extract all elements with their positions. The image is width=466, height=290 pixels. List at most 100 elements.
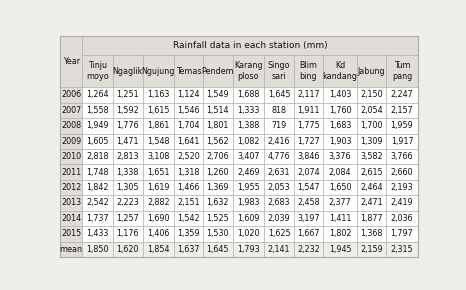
Text: 1,609: 1,609 bbox=[237, 214, 260, 223]
Bar bbox=[82, 242, 113, 257]
Text: 2,660: 2,660 bbox=[391, 168, 413, 177]
Bar bbox=[113, 118, 143, 134]
Bar bbox=[143, 87, 174, 103]
Bar bbox=[203, 211, 233, 226]
Bar bbox=[203, 55, 233, 87]
Bar bbox=[113, 149, 143, 164]
Bar bbox=[386, 55, 418, 87]
Bar bbox=[113, 103, 143, 118]
Bar bbox=[323, 242, 357, 257]
Text: 1,645: 1,645 bbox=[268, 90, 290, 99]
Text: 1,651: 1,651 bbox=[147, 168, 170, 177]
Bar bbox=[323, 180, 357, 195]
Text: 3,376: 3,376 bbox=[329, 152, 351, 161]
Text: Pendem: Pendem bbox=[201, 67, 234, 76]
Text: 818: 818 bbox=[272, 106, 287, 115]
Bar bbox=[386, 87, 418, 103]
Bar bbox=[323, 195, 357, 211]
Bar bbox=[60, 118, 82, 134]
Text: 2,458: 2,458 bbox=[297, 198, 320, 207]
Bar bbox=[174, 103, 203, 118]
Text: 1,641: 1,641 bbox=[178, 137, 200, 146]
Bar bbox=[113, 164, 143, 180]
Bar bbox=[82, 103, 113, 118]
Bar bbox=[203, 226, 233, 242]
Bar bbox=[233, 226, 264, 242]
Text: 1,082: 1,082 bbox=[237, 137, 260, 146]
Text: 1,176: 1,176 bbox=[116, 229, 139, 238]
Bar bbox=[294, 180, 323, 195]
Text: 719: 719 bbox=[271, 121, 287, 130]
Bar bbox=[174, 195, 203, 211]
Bar bbox=[60, 211, 82, 226]
Bar bbox=[294, 118, 323, 134]
Bar bbox=[174, 211, 203, 226]
Text: 2,232: 2,232 bbox=[297, 245, 320, 254]
Text: 1,854: 1,854 bbox=[147, 245, 170, 254]
Bar bbox=[323, 226, 357, 242]
Text: 2,157: 2,157 bbox=[391, 106, 413, 115]
Bar bbox=[233, 164, 264, 180]
Bar bbox=[82, 180, 113, 195]
Text: 2,074: 2,074 bbox=[297, 168, 320, 177]
Bar bbox=[113, 55, 143, 87]
Text: 1,605: 1,605 bbox=[86, 137, 109, 146]
Bar bbox=[60, 103, 82, 118]
Bar bbox=[294, 195, 323, 211]
Text: 1,683: 1,683 bbox=[329, 121, 351, 130]
Bar bbox=[174, 87, 203, 103]
Text: 2,706: 2,706 bbox=[206, 152, 229, 161]
Text: 1,309: 1,309 bbox=[361, 137, 383, 146]
Bar bbox=[386, 226, 418, 242]
Bar bbox=[386, 211, 418, 226]
Text: mean: mean bbox=[60, 245, 82, 254]
Text: 2007: 2007 bbox=[61, 106, 81, 115]
Text: 2014: 2014 bbox=[61, 214, 81, 223]
Bar bbox=[143, 195, 174, 211]
Text: 1,514: 1,514 bbox=[206, 106, 229, 115]
Bar bbox=[143, 103, 174, 118]
Bar bbox=[174, 118, 203, 134]
Bar bbox=[113, 87, 143, 103]
Bar bbox=[143, 164, 174, 180]
Text: 1,637: 1,637 bbox=[178, 245, 200, 254]
Bar bbox=[233, 149, 264, 164]
Text: 2,193: 2,193 bbox=[391, 183, 413, 192]
Text: Ngujung: Ngujung bbox=[142, 67, 175, 76]
Text: 1,163: 1,163 bbox=[147, 90, 170, 99]
Text: 1,959: 1,959 bbox=[391, 121, 413, 130]
Text: 1,406: 1,406 bbox=[147, 229, 170, 238]
Bar bbox=[82, 211, 113, 226]
Text: 2,882: 2,882 bbox=[147, 198, 170, 207]
Text: 1,471: 1,471 bbox=[116, 137, 139, 146]
Bar bbox=[294, 242, 323, 257]
Bar bbox=[233, 134, 264, 149]
Bar bbox=[143, 211, 174, 226]
Text: 3,582: 3,582 bbox=[360, 152, 383, 161]
Bar bbox=[294, 164, 323, 180]
Text: 1,562: 1,562 bbox=[206, 137, 229, 146]
Bar bbox=[203, 164, 233, 180]
Text: 1,020: 1,020 bbox=[237, 229, 260, 238]
Text: 3,407: 3,407 bbox=[237, 152, 260, 161]
Text: 1,700: 1,700 bbox=[361, 121, 383, 130]
Bar bbox=[203, 149, 233, 164]
Text: 1,257: 1,257 bbox=[116, 214, 139, 223]
Text: Tum
pang: Tum pang bbox=[392, 61, 412, 81]
Bar bbox=[357, 55, 386, 87]
Bar bbox=[386, 118, 418, 134]
Text: 2,151: 2,151 bbox=[178, 198, 200, 207]
Text: 1,525: 1,525 bbox=[206, 214, 229, 223]
Text: 1,632: 1,632 bbox=[206, 198, 229, 207]
Bar bbox=[233, 55, 264, 87]
Bar bbox=[323, 164, 357, 180]
Bar bbox=[357, 211, 386, 226]
Text: 1,690: 1,690 bbox=[147, 214, 170, 223]
Bar bbox=[357, 87, 386, 103]
Bar bbox=[82, 149, 113, 164]
Text: 1,877: 1,877 bbox=[360, 214, 383, 223]
Bar bbox=[174, 149, 203, 164]
Bar bbox=[264, 195, 294, 211]
Bar bbox=[323, 55, 357, 87]
Text: 2,615: 2,615 bbox=[360, 168, 383, 177]
